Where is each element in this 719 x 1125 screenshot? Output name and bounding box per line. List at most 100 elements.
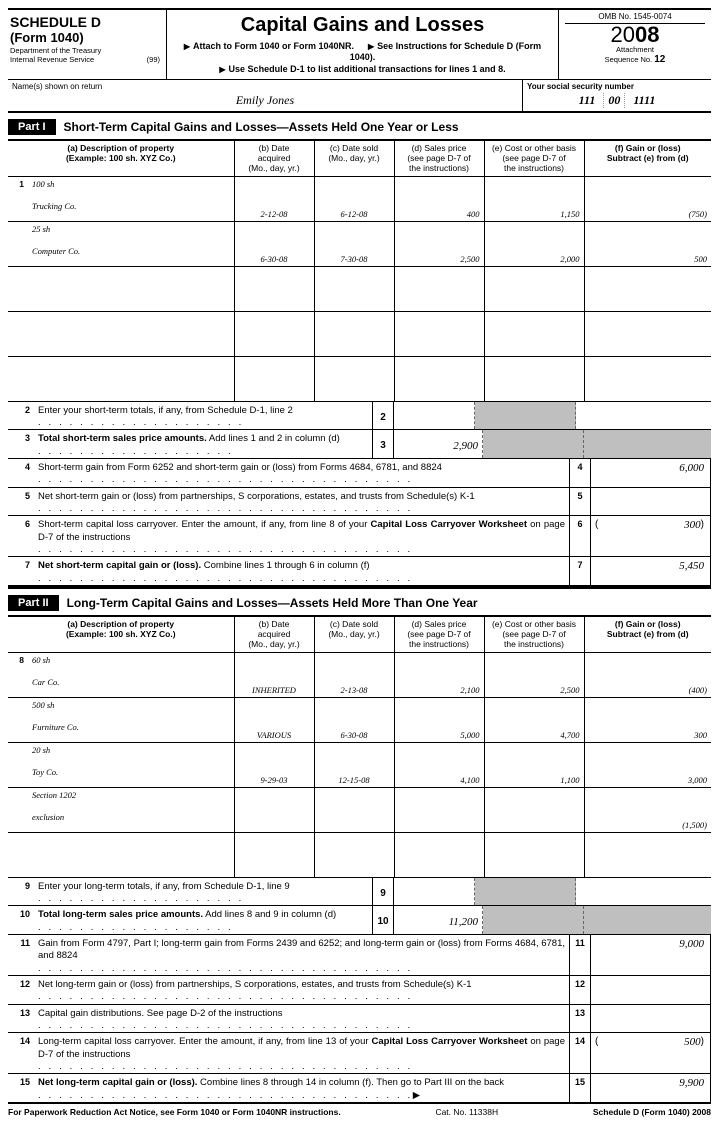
date-sold[interactable]: 12-15-08 (314, 742, 394, 787)
line-15-value[interactable]: 9,900 (591, 1074, 711, 1102)
sales-price[interactable]: 5,000 (394, 697, 484, 742)
line-12-value[interactable] (591, 976, 711, 1004)
date-acquired[interactable] (234, 266, 314, 311)
date-sold[interactable] (314, 311, 394, 356)
gain-loss[interactable]: 300 (584, 697, 711, 742)
line-6-value[interactable]: (300) (591, 516, 711, 556)
gain-loss[interactable]: (1,500) (584, 787, 711, 832)
date-sold[interactable] (314, 266, 394, 311)
cost-basis[interactable]: 4,700 (484, 697, 584, 742)
desc-line-2[interactable]: Trucking Co. (28, 199, 234, 222)
line-4-value[interactable]: 6,000 (591, 459, 711, 487)
line-9-text: Enter your long-term totals, if any, fro… (34, 878, 372, 906)
ssn-value[interactable]: 111 00 1111 (527, 91, 707, 111)
gain-loss[interactable]: 500 (584, 221, 711, 266)
date-sold[interactable]: 6-30-08 (314, 697, 394, 742)
desc-line-1[interactable] (28, 356, 234, 379)
gain-loss[interactable] (584, 832, 711, 877)
line-9-d[interactable] (394, 878, 475, 906)
cost-basis[interactable] (484, 356, 584, 401)
sales-price[interactable] (394, 311, 484, 356)
date-sold[interactable] (314, 832, 394, 877)
part-1-header: Part I Short-Term Capital Gains and Loss… (8, 113, 711, 140)
desc-line-2[interactable] (28, 855, 234, 878)
desc-line-2[interactable]: exclusion (28, 810, 234, 833)
sales-price[interactable] (394, 356, 484, 401)
date-acquired[interactable] (234, 356, 314, 401)
date-acquired[interactable]: 9-29-03 (234, 742, 314, 787)
line-11-value[interactable]: 9,000 (591, 935, 711, 975)
date-acquired[interactable] (234, 832, 314, 877)
desc-line-2[interactable]: Computer Co. (28, 244, 234, 267)
line-7-value[interactable]: 5,450 (591, 557, 711, 585)
instr-1: Attach to Form 1040 or Form 1040NR. (184, 41, 354, 51)
sales-price[interactable]: 2,500 (394, 221, 484, 266)
desc-line-1[interactable] (28, 832, 234, 855)
row-num (8, 311, 28, 356)
sales-price[interactable]: 2,100 (394, 652, 484, 697)
cost-basis[interactable]: 2,500 (484, 652, 584, 697)
gain-loss[interactable]: 3,000 (584, 742, 711, 787)
sales-price[interactable]: 400 (394, 176, 484, 221)
line-5-value[interactable] (591, 488, 711, 516)
cost-basis[interactable] (484, 787, 584, 832)
cost-basis[interactable]: 2,000 (484, 221, 584, 266)
cost-basis[interactable] (484, 311, 584, 356)
dept-line-1: Department of the Treasury (10, 47, 160, 55)
line-3-text: Total short-term sales price amounts. Ad… (34, 430, 372, 458)
gain-loss[interactable] (584, 311, 711, 356)
desc-line-1[interactable] (28, 311, 234, 334)
desc-line-2[interactable]: Toy Co. (28, 765, 234, 788)
row-num (8, 832, 28, 877)
cost-basis[interactable] (484, 832, 584, 877)
desc-line-2[interactable] (28, 379, 234, 402)
desc-line-1[interactable]: 20 sh (28, 742, 234, 765)
date-sold[interactable] (314, 787, 394, 832)
date-sold[interactable]: 6-12-08 (314, 176, 394, 221)
cost-basis[interactable]: 1,150 (484, 176, 584, 221)
date-acquired[interactable]: INHERITED (234, 652, 314, 697)
gain-loss[interactable] (584, 266, 711, 311)
date-sold[interactable]: 2-13-08 (314, 652, 394, 697)
col-e-header: (e) Cost or other basis (see page D-7 of… (484, 141, 584, 177)
date-acquired[interactable] (234, 787, 314, 832)
name-value[interactable]: Emily Jones (12, 91, 518, 111)
line-3-value[interactable]: 2,900 (394, 430, 483, 458)
desc-line-1[interactable]: 25 sh (28, 221, 234, 244)
desc-line-1[interactable]: Section 1202 (28, 787, 234, 810)
line-2-f[interactable] (576, 402, 711, 430)
desc-line-2[interactable] (28, 334, 234, 357)
gain-loss[interactable] (584, 356, 711, 401)
line-10-value[interactable]: 11,200 (394, 906, 483, 934)
line-14-value[interactable]: (500) (591, 1033, 711, 1073)
date-acquired[interactable]: 2-12-08 (234, 176, 314, 221)
cost-basis[interactable] (484, 266, 584, 311)
cost-basis[interactable]: 1,100 (484, 742, 584, 787)
line-2-d[interactable] (394, 402, 475, 430)
line-13-value[interactable] (591, 1005, 711, 1033)
col-b-header: (b) Date acquired (Mo., day, yr.) (234, 141, 314, 177)
desc-line-1[interactable]: 60 sh (28, 652, 234, 675)
desc-line-1[interactable] (28, 266, 234, 289)
desc-line-2[interactable] (28, 289, 234, 312)
desc-line-2[interactable]: Furniture Co. (28, 720, 234, 743)
gain-loss[interactable]: (400) (584, 652, 711, 697)
date-acquired[interactable]: 6-30-08 (234, 221, 314, 266)
sales-price[interactable] (394, 787, 484, 832)
date-sold[interactable]: 7-30-08 (314, 221, 394, 266)
date-acquired[interactable] (234, 311, 314, 356)
sales-price[interactable] (394, 266, 484, 311)
line-6-text: Short-term capital loss carryover. Enter… (34, 516, 569, 556)
page-footer: For Paperwork Reduction Act Notice, see … (8, 1103, 711, 1117)
desc-line-1[interactable]: 500 sh (28, 697, 234, 720)
date-sold[interactable] (314, 356, 394, 401)
sales-price[interactable]: 4,100 (394, 742, 484, 787)
part-1-table: (a) Description of property (Example: 10… (8, 140, 711, 402)
line-12-text: Net long-term gain or (loss) from partne… (34, 976, 569, 1004)
date-acquired[interactable]: VARIOUS (234, 697, 314, 742)
sales-price[interactable] (394, 832, 484, 877)
line-9-f[interactable] (576, 878, 711, 906)
desc-line-1[interactable]: 100 sh (28, 176, 234, 199)
gain-loss[interactable]: (750) (584, 176, 711, 221)
desc-line-2[interactable]: Car Co. (28, 675, 234, 698)
